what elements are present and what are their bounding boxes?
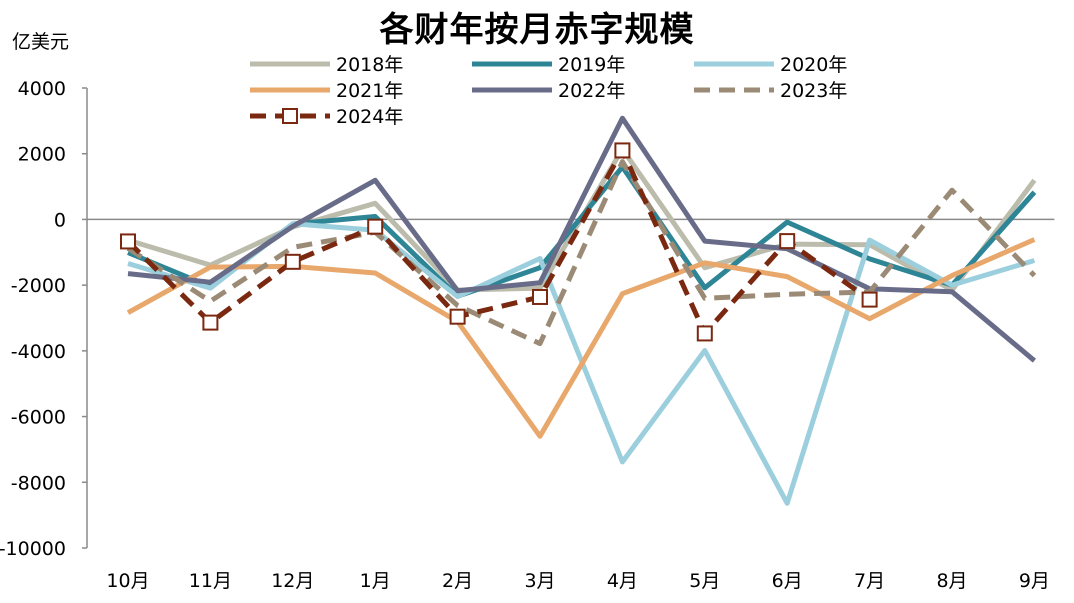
legend-item: 2024年: [250, 106, 403, 128]
legend-label: 2023年: [780, 80, 847, 102]
y-tick-label: 0: [54, 209, 66, 231]
legend-label: 2024年: [336, 106, 403, 128]
series-2021年: [126, 237, 1036, 439]
x-tick-label: 3月: [524, 570, 555, 592]
x-tick-label: 7月: [854, 570, 885, 592]
series-2022年: [127, 115, 1037, 363]
y-tick-label: -8000: [11, 472, 66, 494]
legend-label: 2018年: [336, 54, 403, 76]
series-2023年: [126, 159, 1037, 347]
y-tick-label: -6000: [11, 407, 66, 429]
legend-label: 2021年: [336, 80, 403, 102]
x-tick-label: 4月: [607, 570, 638, 592]
legend-item: 2018年: [250, 54, 403, 76]
series-layer: [120, 115, 1037, 506]
legend-label: 2020年: [780, 54, 847, 76]
axes-layer: 4000 2000 0 -2000 -4000 -6000 -8000 -10000 10月 11…: [0, 78, 1055, 592]
series-marker: [449, 308, 466, 325]
legend-marker: [282, 108, 298, 124]
series-marker: [779, 233, 796, 250]
y-tick-label: 4000: [18, 78, 66, 100]
x-tick-label: 12月: [271, 570, 314, 592]
series-line: [127, 164, 1037, 299]
x-tick-label: 9月: [1019, 570, 1050, 592]
series-line: [126, 159, 1037, 347]
x-tick-label: 11月: [189, 570, 232, 592]
legend-item: 2019年: [472, 54, 625, 76]
y-tick-label: 2000: [18, 144, 66, 166]
series-marker: [284, 253, 301, 270]
x-tick-label: 10月: [106, 570, 149, 592]
chart-title: 各财年按月赤字规模: [379, 10, 695, 50]
series-marker: [120, 233, 136, 250]
series-marker: [367, 218, 384, 235]
x-tick-label: 6月: [772, 570, 803, 592]
series-marker: [696, 325, 713, 342]
series-2024年: [120, 142, 878, 342]
legend-item: 2021年: [250, 80, 403, 102]
y-tick-label: -4000: [11, 341, 66, 363]
x-tick-label: 5月: [689, 570, 720, 592]
series-line: [126, 237, 1036, 439]
legend-label: 2022年: [558, 80, 625, 102]
series-marker: [202, 314, 219, 331]
x-tick-label: 2月: [442, 570, 473, 592]
series-marker: [614, 142, 631, 159]
legend-item: 2020年: [694, 54, 847, 76]
series-marker: [861, 291, 878, 308]
legend: 2018年 2019年 2020年 2021年 2022年 2023年 2024年: [250, 54, 847, 128]
series-line: [127, 115, 1037, 363]
x-tick-label: 8月: [936, 570, 967, 592]
legend-item: 2023年: [694, 80, 847, 102]
legend-item: 2022年: [472, 80, 625, 102]
series-2019年: [127, 164, 1037, 299]
y-tick-label: -10000: [0, 538, 66, 560]
y-tick-label: -2000: [11, 275, 66, 297]
series-marker: [532, 288, 548, 305]
y-unit-label: 亿美元: [12, 31, 70, 53]
x-tick-label: 1月: [360, 570, 391, 592]
legend-label: 2019年: [558, 54, 625, 76]
